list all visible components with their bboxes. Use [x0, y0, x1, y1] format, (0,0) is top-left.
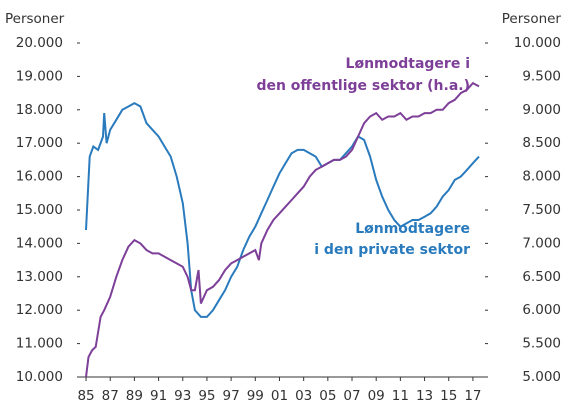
- x-tick-label: 89: [126, 388, 143, 404]
- y2-tick-label: 9.000: [522, 102, 561, 118]
- x-tick-label: 99: [247, 388, 264, 404]
- x-tick-label: 11: [392, 388, 409, 404]
- x-tick-label: 15: [440, 388, 457, 404]
- x-tick-label: 85: [77, 388, 94, 404]
- x-tick-label: 93: [174, 388, 191, 404]
- y-tick-label: 20.000: [16, 35, 63, 51]
- y2-tick-label: 7.000: [522, 235, 561, 251]
- series-line: [85, 81, 480, 378]
- x-tick-label: 95: [198, 388, 215, 404]
- y2-tick-label: 5.000: [522, 369, 561, 385]
- y2-axis-title: Personer: [502, 11, 562, 27]
- y2-tick-label: 5.500: [522, 336, 561, 352]
- y-tick-label: 10.000: [16, 369, 63, 385]
- y2-tick-label: 7.500: [522, 202, 561, 218]
- y-tick-label: 18.000: [16, 102, 63, 118]
- y-tick-label: 12.000: [16, 302, 63, 318]
- annotation: Lønmodtagere: [355, 221, 470, 237]
- x-tick-label: 01: [271, 388, 288, 404]
- annotation: i den private sektor: [314, 242, 470, 258]
- y-tick-label: 13.000: [16, 269, 63, 285]
- annotation: den offentlige sektor (h.a.): [256, 78, 470, 94]
- y-tick-label: 16.000: [16, 169, 63, 185]
- x-tick-label: 91: [150, 388, 167, 404]
- y2-tick-label: 8.000: [522, 169, 561, 185]
- annotation: Lønmodtagere i: [346, 56, 470, 72]
- y-tick-label: 14.000: [16, 235, 63, 251]
- y2-tick-label: 9.500: [522, 68, 561, 84]
- y-tick-label: 11.000: [16, 336, 63, 352]
- y-axis-title: Personer: [5, 11, 65, 27]
- y2-tick-label: 6.000: [522, 302, 561, 318]
- x-tick-label: 09: [368, 388, 385, 404]
- y2-tick-label: 8.500: [522, 135, 561, 151]
- x-tick-label: 03: [295, 388, 312, 404]
- x-tick-label: 17: [464, 388, 481, 404]
- y2-tick-label: 6.500: [522, 269, 561, 285]
- y-tick-label: 17.000: [16, 135, 63, 151]
- x-tick-label: 05: [319, 388, 336, 404]
- series-line: [85, 101, 480, 318]
- x-tick-label: 07: [343, 388, 360, 404]
- y-tick-label: 15.000: [16, 202, 63, 218]
- x-tick-label: 87: [102, 388, 119, 404]
- y-tick-label: 19.000: [16, 68, 63, 84]
- x-tick-label: 97: [223, 388, 240, 404]
- y2-tick-label: 10.000: [514, 35, 561, 51]
- x-tick-label: 13: [416, 388, 433, 404]
